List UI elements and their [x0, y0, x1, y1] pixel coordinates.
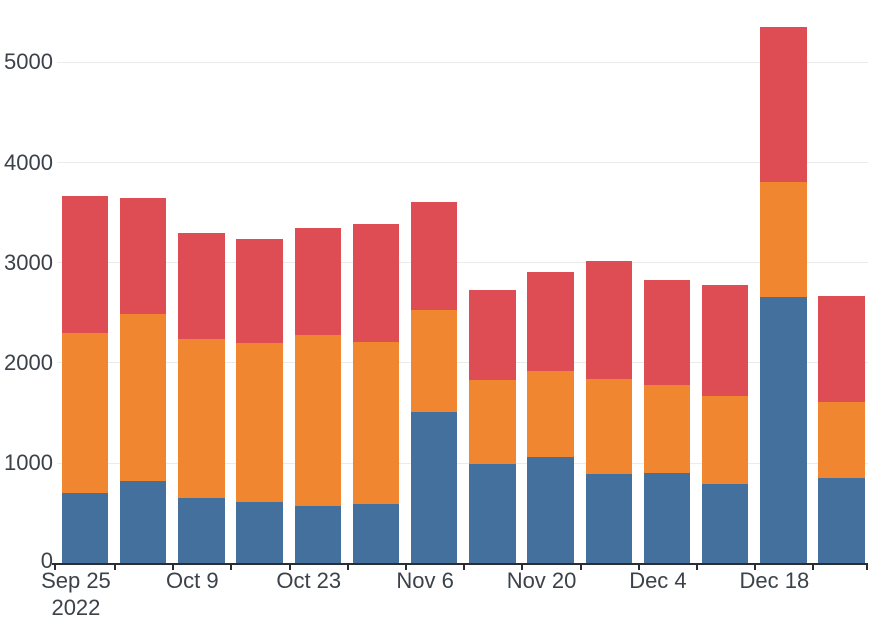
bar-middle-orange-segment [701, 396, 749, 484]
x-axis-date-label: Nov 20 [506, 568, 577, 593]
bar-middle-orange-segment [119, 313, 167, 481]
x-axis-tick [288, 563, 291, 570]
bar-middle-orange-segment [643, 385, 691, 473]
x-axis-tick [346, 563, 349, 570]
bar-middle-orange-segment [352, 341, 400, 505]
bar-top-red-segment [701, 284, 749, 397]
bar-bottom-blue-segment [236, 502, 283, 564]
bar-middle-orange-segment [178, 338, 225, 499]
bar-top-red-segment [818, 296, 865, 403]
bar-bottom-blue-segment [61, 492, 109, 564]
bar-top-red-segment [760, 27, 807, 182]
y-gridline [57, 262, 868, 264]
x-axis-date-label: Oct 9 [166, 568, 219, 593]
bar-middle-orange-segment [818, 402, 865, 478]
bar-bottom-blue-segment [294, 506, 341, 564]
bar-middle-orange-segment [760, 181, 807, 298]
bar-top-red-segment [294, 228, 341, 336]
x-axis-tick-label: Dec 18 [704, 567, 844, 594]
y-gridline [57, 162, 868, 163]
x-axis-tick-label: Sep 25 2022 [6, 567, 146, 621]
x-axis-tick-label: Dec 4 [588, 567, 728, 594]
x-axis-tick [172, 563, 175, 570]
bar-top-red-segment [410, 202, 458, 311]
x-axis-date-label: Sep 25 [41, 568, 111, 593]
y-gridline [57, 61, 868, 63]
bar-top-red-segment [236, 238, 283, 343]
y-gridline [57, 362, 868, 364]
bar-bottom-blue-segment [352, 504, 400, 564]
x-axis-line [52, 563, 866, 566]
x-axis-tick [53, 563, 56, 570]
y-gridline [57, 462, 868, 464]
x-axis-tick [463, 563, 466, 570]
x-axis-tick-label: Nov 6 [355, 567, 495, 594]
bar-top-red-segment [61, 195, 109, 333]
y-axis-tick-label: 0 [40, 548, 53, 573]
y-axis-tick-label: 4000 [4, 149, 53, 175]
bar-middle-orange-segment [469, 380, 516, 465]
bar-middle-orange-segment [236, 342, 283, 503]
bar-bottom-blue-segment [527, 457, 574, 564]
bar-top-red-segment [352, 224, 400, 342]
bar-middle-orange-segment [294, 335, 341, 507]
bar-bottom-blue-segment [701, 483, 749, 564]
bar-bottom-blue-segment [760, 297, 807, 564]
x-axis-tick [521, 563, 524, 570]
y-axis-tick-label: 3000 [4, 249, 53, 275]
x-axis-tick [114, 563, 117, 570]
bar-bottom-blue-segment [585, 474, 632, 564]
bar-bottom-blue-segment [469, 464, 516, 564]
x-axis-tick-label: Oct 23 [239, 567, 379, 594]
x-axis-date-label: Oct 23 [276, 568, 342, 593]
bar-top-red-segment [469, 289, 516, 381]
y-axis-tick-label: 1000 [4, 450, 53, 476]
bar-top-red-segment [527, 272, 574, 371]
x-axis-tick-label: Nov 20 [472, 567, 612, 594]
x-axis-tick [754, 563, 757, 570]
x-axis-tick-label: Oct 9 [122, 567, 262, 594]
bar-middle-orange-segment [585, 379, 632, 475]
bar-top-red-segment [585, 261, 632, 380]
bar-middle-orange-segment [410, 310, 458, 412]
x-axis-tick [405, 563, 408, 570]
bar-bottom-blue-segment [119, 480, 167, 564]
x-axis-date-label: Nov 6 [396, 568, 454, 593]
x-axis-date-label: Dec 18 [739, 568, 810, 593]
x-axis-tick [230, 563, 233, 570]
x-axis-tick [812, 563, 815, 570]
bar-bottom-blue-segment [643, 472, 691, 564]
x-axis-tick [696, 563, 699, 570]
bar-top-red-segment [178, 232, 225, 339]
bar-bottom-blue-segment [818, 477, 865, 564]
x-axis-tick [866, 563, 869, 570]
x-axis-date-label: Dec 4 [629, 568, 687, 593]
y-axis-tick-label: 2000 [4, 349, 53, 375]
x-axis-tick [637, 563, 640, 570]
bar-top-red-segment [119, 197, 167, 314]
bar-bottom-blue-segment [178, 498, 225, 564]
x-axis-year-sublabel: 2022 [51, 595, 101, 620]
x-axis-tick [579, 563, 582, 570]
bar-bottom-blue-segment [410, 411, 458, 564]
bar-middle-orange-segment [61, 332, 109, 493]
bar-middle-orange-segment [527, 370, 574, 458]
bar-top-red-segment [643, 279, 691, 386]
y-axis-tick-label: 5000 [4, 49, 53, 75]
